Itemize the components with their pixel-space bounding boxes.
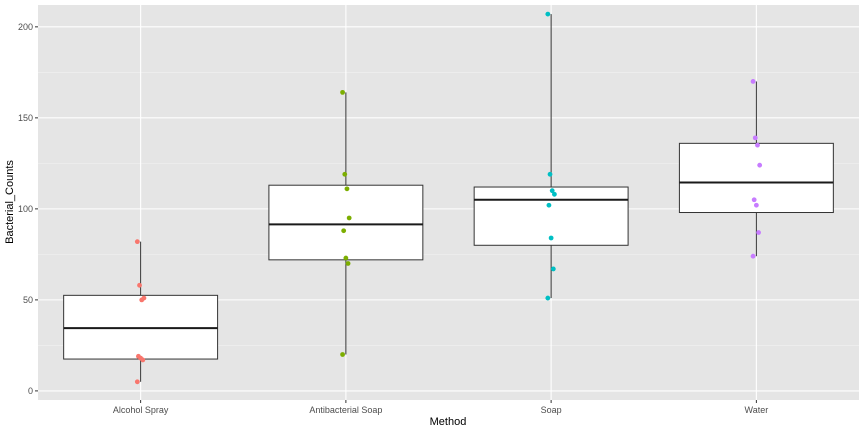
data-point bbox=[140, 357, 146, 363]
data-point bbox=[752, 135, 758, 141]
data-point bbox=[340, 89, 345, 95]
y-tick-label: 150 bbox=[18, 113, 33, 123]
data-point bbox=[134, 379, 140, 385]
data-point bbox=[345, 261, 351, 266]
point-layer bbox=[134, 11, 763, 385]
data-point bbox=[757, 162, 763, 168]
y-tick-label: 0 bbox=[28, 386, 33, 396]
data-point bbox=[547, 171, 553, 177]
data-point bbox=[755, 142, 760, 148]
box bbox=[473, 186, 629, 246]
data-point bbox=[751, 197, 757, 203]
data-point bbox=[550, 266, 556, 272]
data-point bbox=[546, 202, 552, 208]
box bbox=[268, 184, 424, 261]
x-tick-label: Antibacterial Soap bbox=[309, 405, 382, 415]
data-point bbox=[756, 230, 761, 235]
data-point bbox=[134, 239, 140, 245]
data-point bbox=[549, 188, 555, 194]
data-point bbox=[753, 202, 759, 208]
data-point bbox=[545, 295, 551, 301]
y-axis-title: Bacterial_Counts bbox=[4, 160, 16, 244]
data-point bbox=[548, 235, 554, 241]
data-point bbox=[346, 215, 352, 221]
x-tick-label: Alcohol Spray bbox=[113, 405, 169, 415]
box-layer bbox=[63, 14, 834, 382]
box bbox=[678, 142, 834, 214]
x-tick-label: Water bbox=[745, 405, 769, 415]
data-point bbox=[750, 79, 756, 84]
x-axis-title: Method bbox=[430, 416, 467, 428]
data-point bbox=[343, 255, 349, 261]
data-point bbox=[545, 11, 551, 17]
data-point bbox=[340, 352, 345, 357]
axis-layer: 0 50 100 150 200 Alcohol Spray Antibacterial S… bbox=[18, 22, 768, 415]
data-point bbox=[342, 171, 348, 177]
data-point bbox=[344, 186, 350, 192]
data-point bbox=[141, 295, 147, 301]
y-tick-label: 100 bbox=[18, 204, 33, 214]
x-tick-label: Soap bbox=[541, 405, 562, 415]
data-point bbox=[341, 228, 347, 234]
data-point bbox=[552, 191, 557, 197]
data-point bbox=[750, 253, 756, 259]
y-tick-label: 50 bbox=[23, 295, 33, 305]
data-point bbox=[137, 282, 142, 288]
y-tick-label: 200 bbox=[18, 22, 33, 32]
